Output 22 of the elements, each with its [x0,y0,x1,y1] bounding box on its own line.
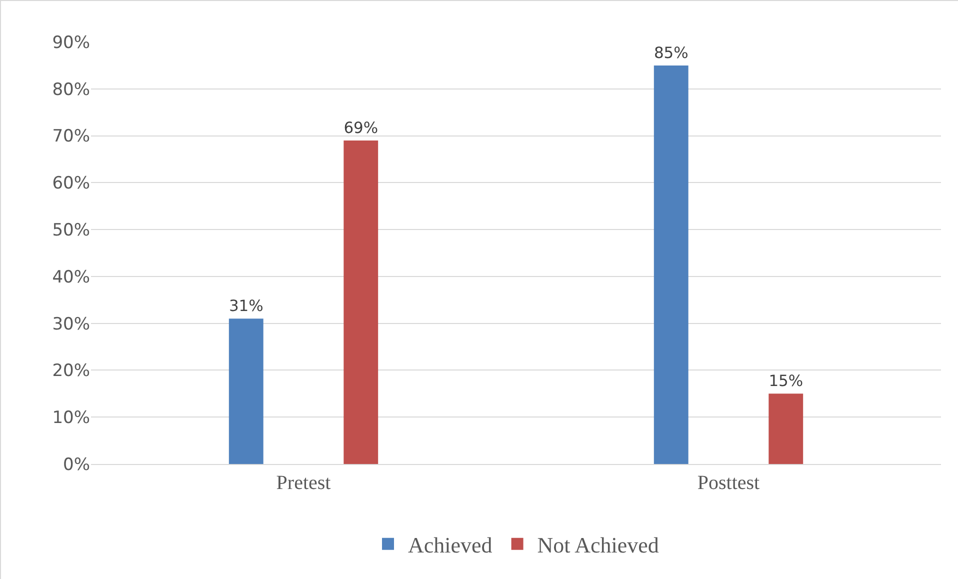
y-tick-label: 0% [63,454,90,475]
bar [228,318,264,464]
data-label: 31% [228,297,264,316]
x-tick-label: Posttest [697,472,760,494]
bar [768,394,804,464]
legend-label: Achieved [408,532,492,558]
y-tick-label: 50% [52,220,90,241]
data-label: 15% [768,372,804,390]
y-tick-label: 60% [52,174,90,194]
y-tick-label: 80% [52,80,90,100]
data-label: 85% [654,44,688,62]
x-tick-label: Pretest [276,472,332,494]
bar [344,140,378,464]
y-tick-label: 20% [52,361,90,382]
y-tick-label: 30% [52,314,90,334]
y-tick-label: 70% [52,126,90,147]
data-label: 69% [344,118,378,137]
y-tick-label: 10% [52,408,90,428]
bar [654,65,688,464]
legend-label: Not Achieved [537,532,659,558]
y-tick-label: 40% [52,267,90,288]
y-tick-label: 90% [52,32,90,53]
